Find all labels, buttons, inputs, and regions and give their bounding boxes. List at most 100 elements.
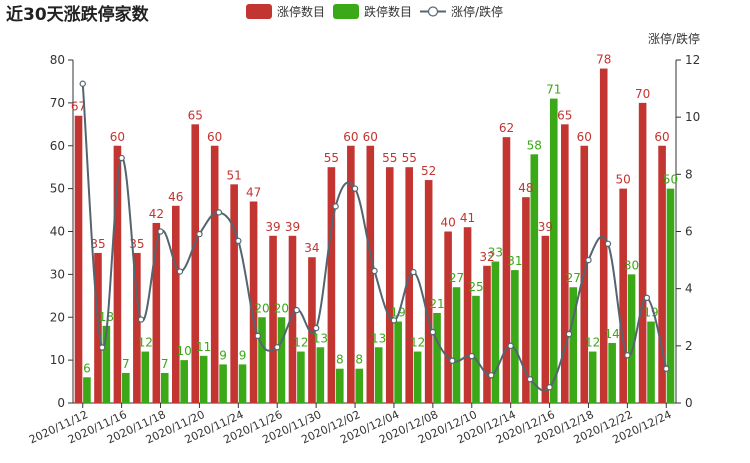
bar-down[interactable] — [102, 325, 111, 403]
bar-down[interactable] — [355, 368, 364, 403]
bar-up[interactable] — [599, 68, 608, 403]
ratio-point[interactable] — [79, 80, 86, 87]
ratio-point[interactable] — [663, 365, 670, 372]
ratio-point[interactable] — [312, 324, 320, 332]
legend-item-down[interactable]: 跌停数目 — [333, 4, 412, 19]
bar-up[interactable] — [288, 235, 297, 403]
bar-down[interactable] — [219, 364, 227, 403]
bar-up[interactable] — [424, 180, 433, 403]
ratio-point[interactable] — [137, 316, 145, 323]
bar-up[interactable] — [561, 124, 569, 403]
bar-down[interactable] — [394, 321, 402, 403]
ratio-point[interactable] — [254, 332, 261, 340]
bar-down[interactable] — [433, 312, 441, 403]
bar-up[interactable] — [541, 235, 550, 403]
legend-item-up[interactable]: 涨停数目 — [246, 4, 325, 19]
bar-up[interactable] — [269, 235, 277, 403]
ratio-point[interactable] — [546, 384, 553, 391]
bar-up[interactable] — [483, 265, 491, 403]
bar-down[interactable] — [608, 342, 616, 403]
bar-down[interactable] — [413, 351, 422, 403]
ratio-point[interactable] — [215, 209, 223, 216]
ratio-point[interactable] — [196, 230, 203, 238]
bar-down[interactable] — [316, 347, 325, 403]
ratio-point[interactable] — [585, 256, 592, 264]
bar-down[interactable] — [258, 317, 266, 403]
bar-down[interactable] — [530, 154, 539, 403]
bar-down-label: 27 — [566, 271, 581, 285]
bar-down[interactable] — [452, 287, 461, 403]
bar-down[interactable] — [199, 355, 208, 403]
bar-up-label: 50 — [616, 173, 631, 187]
bar-down[interactable] — [141, 351, 150, 403]
ratio-point[interactable] — [332, 203, 339, 210]
ratio-point[interactable] — [351, 185, 359, 192]
bar-up[interactable] — [463, 227, 472, 403]
bar-down[interactable] — [277, 317, 286, 403]
bar-up[interactable] — [638, 102, 647, 403]
bar-up[interactable] — [113, 145, 122, 403]
ratio-point[interactable] — [429, 328, 437, 336]
ratio-point[interactable] — [624, 352, 631, 359]
bar-up[interactable] — [502, 137, 511, 404]
bar-down[interactable] — [238, 364, 247, 403]
bar-up[interactable] — [74, 115, 83, 404]
ratio-point[interactable] — [468, 352, 475, 360]
bar-up[interactable] — [347, 145, 355, 403]
legend-item-ratio[interactable]: 涨停/跌停 — [420, 4, 503, 19]
ratio-point[interactable] — [118, 154, 125, 162]
bar-up[interactable] — [191, 124, 200, 403]
ratio-point[interactable] — [410, 268, 417, 276]
ratio-point[interactable] — [371, 267, 378, 275]
bar-up[interactable] — [658, 145, 666, 403]
bar-down[interactable] — [588, 351, 597, 403]
ratio-point[interactable] — [488, 372, 495, 379]
ratio-point[interactable] — [449, 357, 456, 364]
bar-up[interactable] — [444, 231, 452, 404]
ratio-point[interactable] — [390, 317, 398, 324]
bar-up[interactable] — [327, 167, 336, 403]
ratio-point[interactable] — [526, 376, 534, 383]
y-left-tick-label: 20 — [50, 310, 65, 324]
bar-down[interactable] — [374, 347, 383, 403]
bar-down[interactable] — [472, 295, 480, 403]
bar-down[interactable] — [180, 360, 188, 403]
bar-down[interactable] — [511, 270, 519, 403]
bar-up[interactable] — [249, 201, 258, 403]
bar-up[interactable] — [405, 167, 414, 403]
legend-swatch-down — [333, 4, 359, 19]
bar-up[interactable] — [133, 252, 141, 403]
bar-down[interactable] — [569, 287, 578, 403]
ratio-point[interactable] — [293, 306, 300, 314]
bar-up[interactable] — [230, 184, 238, 403]
bar-down[interactable] — [491, 261, 500, 403]
ratio-point[interactable] — [604, 240, 612, 247]
bar-up[interactable] — [366, 145, 375, 403]
bar-down[interactable] — [647, 321, 655, 403]
ratio-point[interactable] — [643, 294, 651, 302]
bar-up[interactable] — [171, 205, 180, 403]
bar-down[interactable] — [335, 368, 344, 403]
bar-down[interactable] — [297, 351, 305, 403]
ratio-point[interactable] — [565, 330, 573, 338]
bar-up[interactable] — [308, 257, 316, 403]
bar-down[interactable] — [83, 377, 91, 403]
bar-down[interactable] — [549, 98, 558, 404]
ratio-point[interactable] — [176, 268, 184, 275]
bar-down[interactable] — [160, 372, 169, 403]
ratio-point[interactable] — [274, 344, 281, 351]
bar-up[interactable] — [619, 188, 627, 403]
ratio-point[interactable] — [235, 237, 242, 245]
bar-up[interactable] — [152, 222, 161, 403]
bar-down[interactable] — [122, 372, 130, 403]
y-right-tick-label: 10 — [685, 110, 700, 124]
bar-up[interactable] — [210, 145, 219, 403]
bar-up[interactable] — [385, 167, 394, 403]
ratio-point[interactable] — [98, 344, 106, 351]
bar-down[interactable] — [666, 188, 675, 403]
bar-down-label: 7 — [122, 357, 130, 371]
bar-up[interactable] — [522, 197, 530, 403]
bar-down[interactable] — [627, 274, 636, 403]
ratio-point[interactable] — [157, 228, 164, 235]
ratio-point[interactable] — [507, 342, 514, 350]
